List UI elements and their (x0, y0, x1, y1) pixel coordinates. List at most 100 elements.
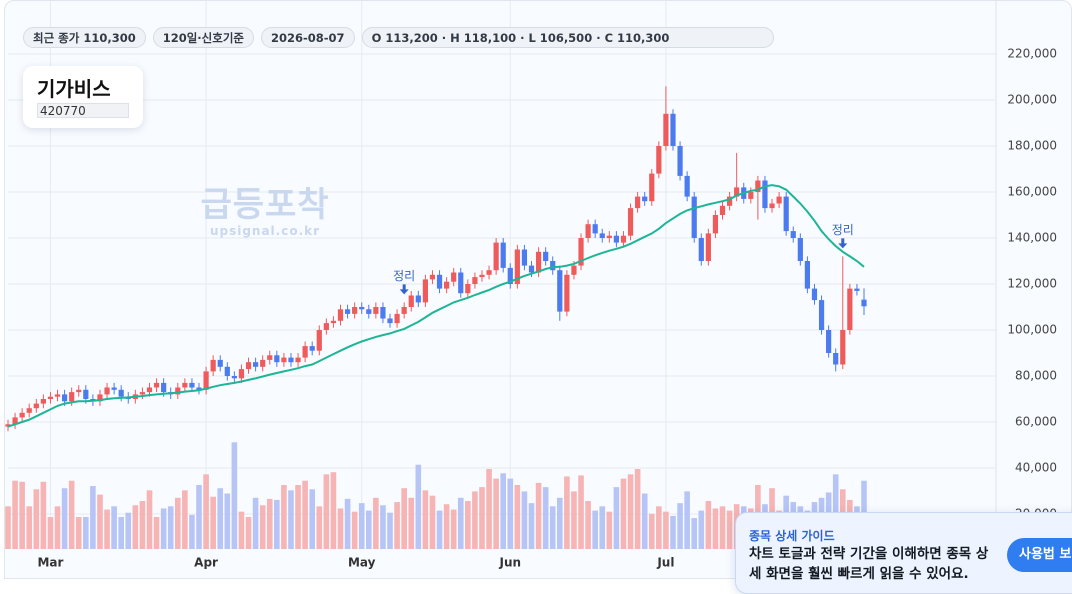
volume-bar (26, 506, 33, 549)
volume-bar (450, 509, 457, 549)
candle-body (47, 396, 54, 399)
volume-bar (429, 495, 436, 549)
volume-bar (274, 499, 280, 549)
y-tick-label: 160,000 (1007, 185, 1057, 199)
candles (5, 86, 867, 432)
volume-bar (54, 506, 61, 549)
volume-bar (479, 487, 485, 549)
volume-bar (457, 497, 464, 549)
candle-body (557, 270, 563, 312)
candle-body (479, 274, 485, 278)
volume-bar (493, 478, 499, 549)
volume-bar (12, 480, 18, 549)
candle-body (302, 346, 308, 358)
candle-body (33, 403, 39, 409)
candle-body (245, 362, 252, 370)
candle-body (316, 330, 322, 351)
volume-bar (606, 511, 613, 549)
volume-bar (422, 490, 429, 549)
volume-bar (252, 497, 259, 549)
candle-body (12, 417, 18, 425)
volume-bar (323, 474, 330, 549)
chip: O 113,200 · H 118,100 · L 106,500 · C 11… (361, 27, 774, 48)
candle-body (691, 196, 697, 238)
volume-bar (394, 502, 400, 549)
candle-body (826, 330, 832, 353)
volume-bar (387, 512, 393, 549)
volume-bar (337, 508, 344, 549)
candle-body (118, 389, 124, 397)
volume-bar (592, 510, 598, 549)
chip: 2026-08-07 (261, 27, 355, 48)
volume-bar (535, 482, 542, 549)
candle-body (620, 235, 627, 243)
candle-body (323, 323, 329, 330)
guide-popup: 종목 상세 가이드 차트 토글과 전략 기간을 이해하면 종목 상세 화면을 훨… (735, 512, 1072, 594)
candle-body (274, 355, 280, 363)
candle-body (83, 389, 89, 399)
candle-body (153, 382, 160, 388)
candle-body (677, 146, 683, 176)
candle-body (599, 233, 605, 238)
volume-bar (5, 506, 11, 549)
chip: 최근 종가 110,300 (23, 27, 146, 48)
signal-label: 정리 (832, 223, 854, 237)
volume-bar (521, 491, 528, 549)
candle-body (337, 309, 344, 321)
candle-body (444, 281, 450, 289)
y-tick-label: 120,000 (1007, 277, 1057, 291)
volume-bar (663, 511, 669, 549)
volume-bar (549, 506, 556, 549)
candle-body (224, 366, 230, 376)
volume-bar (266, 498, 273, 549)
y-tick-label: 220,000 (1007, 47, 1057, 61)
volume-bar (585, 501, 591, 549)
candle-body (182, 382, 188, 388)
volume-bar (75, 517, 82, 549)
volume-bar (196, 485, 202, 549)
candle-body (359, 307, 365, 310)
candle-body (401, 307, 407, 314)
volume-bar (132, 505, 139, 549)
candle-body (267, 355, 273, 360)
volume-bar (401, 488, 407, 549)
volume-bar (330, 472, 337, 549)
watermark-url: upsignal.co.kr (209, 224, 321, 238)
guide-button[interactable]: 사용법 보기 (1007, 538, 1072, 572)
candle-body (528, 265, 535, 273)
volume-bar (684, 491, 690, 549)
candle-body (613, 235, 619, 243)
candle-body (429, 274, 436, 280)
y-tick-label: 200,000 (1007, 93, 1057, 107)
candle-body (578, 238, 584, 266)
candle-body (344, 309, 351, 314)
candle-body (97, 394, 103, 402)
candle-body (543, 251, 549, 261)
candle-body (387, 318, 393, 324)
candle-body (380, 307, 386, 319)
volume-bar (83, 517, 89, 549)
candle-body (783, 196, 789, 232)
candle-body (330, 320, 337, 324)
candle-body (606, 235, 612, 238)
candle-body (564, 274, 570, 312)
x-tick-label: Apr (194, 556, 218, 570)
candle-body (726, 196, 733, 206)
volume-bar (465, 501, 471, 549)
volume-bar (245, 517, 252, 549)
y-tick-label: 40,000 (1015, 461, 1057, 475)
candle-body (642, 196, 648, 202)
candle-body (19, 412, 25, 418)
volume-bar (302, 480, 308, 549)
volume-bar (118, 517, 124, 549)
volume-bar (486, 469, 492, 549)
volume-bar (104, 509, 110, 549)
volume-bar (641, 493, 648, 549)
y-tick-label: 140,000 (1007, 231, 1057, 245)
candle-body (861, 299, 867, 307)
volume-bar (351, 511, 358, 549)
x-tick-label: Mar (37, 556, 63, 570)
x-tick-label: Jun (498, 556, 521, 570)
y-tick-label: 80,000 (1015, 369, 1057, 383)
volume-bar (380, 505, 386, 549)
